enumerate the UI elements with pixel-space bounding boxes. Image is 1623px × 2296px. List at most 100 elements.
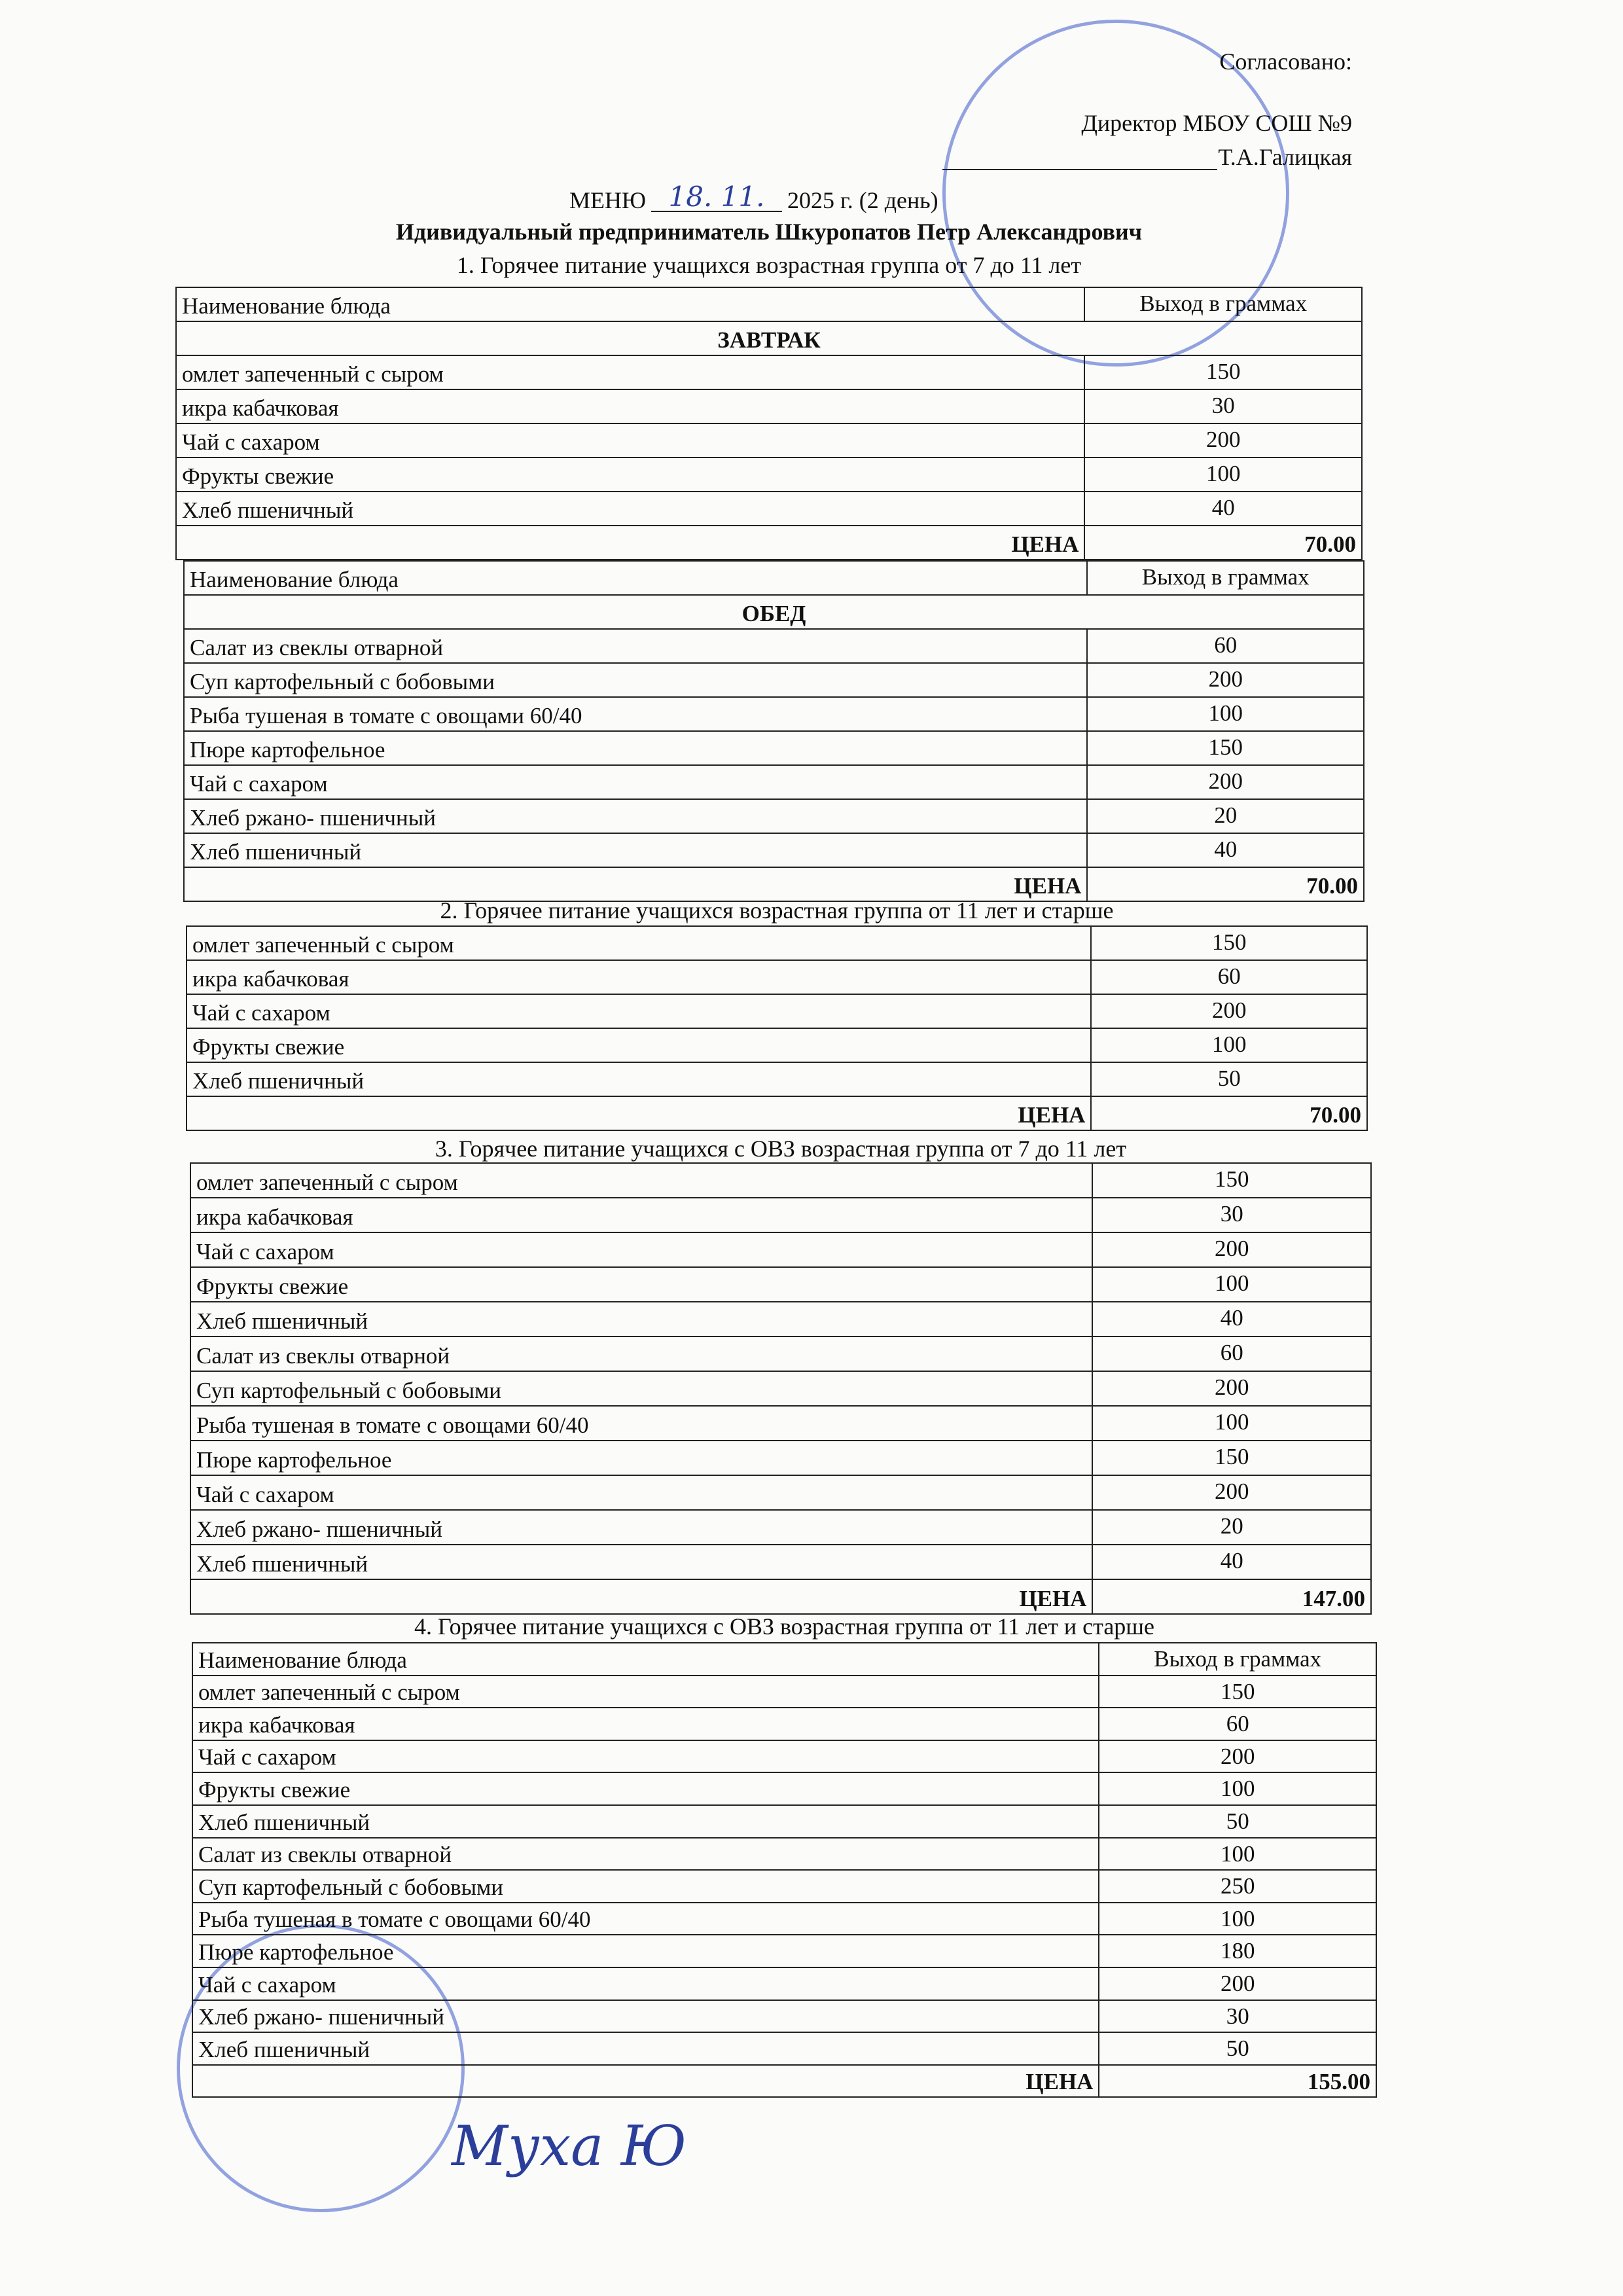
dish-row: омлет запеченный с сыром 150: [191, 1164, 1372, 1198]
price-value: 70.00: [1088, 868, 1364, 902]
dish-name: Хлеб ржано- пшеничный: [185, 800, 1088, 834]
dish-weight: 30: [1099, 2000, 1377, 2034]
section-caption: 3. Горячее питание учащихся с ОВЗ возрас…: [435, 1136, 1127, 1162]
dish-weight: 100: [1088, 698, 1364, 732]
dish-weight: 60: [1093, 1337, 1372, 1372]
dish-weight: 100: [1099, 1773, 1377, 1806]
dish-weight: 200: [1093, 1372, 1372, 1407]
dish-weight: 200: [1092, 995, 1368, 1029]
dish-name: Фрукты свежие: [177, 458, 1086, 492]
dish-row: Фрукты свежие 100: [191, 1268, 1372, 1302]
dish-weight: 100: [1093, 1407, 1372, 1441]
dish-weight: 150: [1085, 356, 1363, 390]
section-caption: 1. Горячее питание учащихся возрастная г…: [456, 252, 1082, 278]
dish-name: Чай с сахаром: [191, 1476, 1094, 1511]
dish-weight: 50: [1099, 2033, 1377, 2066]
dish-name: Хлеб пшеничный: [193, 2033, 1100, 2066]
dish-weight: 40: [1085, 492, 1363, 526]
dish-row: икра кабачковая 60: [187, 961, 1368, 995]
dish-row: Чай с сахаром 200: [193, 1967, 1377, 2001]
dish-weight: 200: [1088, 664, 1364, 698]
dish-name: икра кабачковая: [193, 1708, 1100, 1741]
dish-row: икра кабачковая 60: [193, 1708, 1377, 1741]
dish-row: Рыба тушеная в томате с овощами 60/40 100: [193, 1903, 1377, 1936]
meal-name: ЗАВТРАК: [177, 322, 1363, 356]
dish-name: Пюре картофельное: [193, 1935, 1100, 1968]
dish-row: Хлеб пшеничный 40: [185, 834, 1364, 868]
dish-weight: 250: [1099, 1871, 1377, 1903]
title-prefix: МЕНЮ: [569, 187, 646, 213]
price-label: ЦЕНА: [193, 2065, 1100, 2098]
dish-name: Хлеб ржано- пшеничный: [193, 2000, 1100, 2034]
section-caption: 2. Горячее питание учащихся возрастная г…: [440, 897, 1114, 924]
dish-weight: 100: [1093, 1268, 1372, 1302]
header-cell: Выход в граммах: [1099, 1643, 1377, 1676]
price-value: 155.00: [1099, 2065, 1377, 2098]
dish-weight: 40: [1088, 834, 1364, 868]
dish-weight: 60: [1099, 1708, 1377, 1741]
dish-weight: 200: [1093, 1476, 1372, 1511]
dish-row: Салат из свеклы отварной 60: [191, 1337, 1372, 1372]
dish-weight: 60: [1092, 961, 1368, 995]
approval-position: Директор МБОУ СОШ №9: [1081, 110, 1352, 136]
header-cell: Выход в граммах: [1088, 562, 1364, 596]
dish-name: омлет запеченный с сыром: [193, 1676, 1100, 1709]
dish-name: Рыба тушеная в томате с овощами 60/40: [185, 698, 1088, 732]
dish-weight: 150: [1092, 927, 1368, 961]
dish-row: Пюре картофельное 150: [191, 1441, 1372, 1476]
header-row: Наименование блюда Выход в граммах: [177, 288, 1363, 322]
dish-name: икра кабачковая: [187, 961, 1092, 995]
section-caption: 4. Горячее питание учащихся с ОВЗ возрас…: [414, 1613, 1154, 1640]
menu-table: Наименование блюда Выход в граммах ОБЕД Сал…: [183, 560, 1364, 902]
dish-name: Салат из свеклы отварной: [185, 630, 1088, 664]
dish-weight: 150: [1099, 1676, 1377, 1709]
dish-row: икра кабачковая 30: [177, 390, 1363, 424]
dish-name: Суп картофельный с бобовыми: [193, 1871, 1100, 1903]
dish-weight: 30: [1093, 1198, 1372, 1233]
dish-row: Хлеб пшеничный 40: [177, 492, 1363, 526]
dish-weight: 200: [1093, 1233, 1372, 1268]
price-row: ЦЕНА 147.00: [191, 1580, 1372, 1615]
price-label: ЦЕНА: [185, 868, 1088, 902]
dish-row: Хлеб пшеничный 40: [191, 1302, 1372, 1337]
menu-table: Наименование блюда Выход в граммах омлет з…: [192, 1642, 1377, 2098]
dish-row: Хлеб ржано- пшеничный 30: [193, 2000, 1377, 2034]
dish-name: Фрукты свежие: [191, 1268, 1094, 1302]
dish-name: Чай с сахаром: [193, 1967, 1100, 2001]
dish-name: Чай с сахаром: [193, 1740, 1100, 1774]
dish-row: Чай с сахаром 200: [191, 1476, 1372, 1511]
dish-weight: 20: [1088, 800, 1364, 834]
header-cell: Наименование блюда: [193, 1643, 1100, 1676]
dish-name: Чай с сахаром: [187, 995, 1092, 1029]
dish-name: икра кабачковая: [191, 1198, 1094, 1233]
dish-row: Чай с сахаром 200: [177, 424, 1363, 458]
dish-name: омлет запеченный с сыром: [187, 927, 1092, 961]
signature-line: [942, 169, 1217, 170]
price-row: ЦЕНА 155.00: [193, 2065, 1377, 2098]
dish-row: омлет запеченный с сыром 150: [187, 927, 1368, 961]
dish-weight: 100: [1099, 1838, 1377, 1871]
dish-row: Фрукты свежие 100: [187, 1029, 1368, 1063]
dish-row: Пюре картофельное 180: [193, 1935, 1377, 1968]
dish-name: Салат из свеклы отварной: [191, 1337, 1094, 1372]
dish-weight: 200: [1099, 1967, 1377, 2001]
dish-weight: 200: [1088, 766, 1364, 800]
header-row: Наименование блюда Выход в граммах: [185, 562, 1364, 596]
header-cell: Наименование блюда: [177, 288, 1086, 322]
title-date: 18. 11.: [651, 183, 782, 212]
dish-row: Хлеб ржано- пшеничный 20: [191, 1511, 1372, 1545]
dish-weight: 150: [1093, 1441, 1372, 1476]
meal-name: ОБЕД: [185, 596, 1364, 630]
dish-row: Фрукты свежие 100: [193, 1773, 1377, 1806]
dish-row: омлет запеченный с сыром 150: [177, 356, 1363, 390]
header-row: Наименование блюда Выход в граммах: [193, 1643, 1377, 1676]
dish-row: Рыба тушеная в томате с овощами 60/40 100: [185, 698, 1364, 732]
dish-name: Чай с сахаром: [177, 424, 1086, 458]
price-row: ЦЕНА 70.00: [187, 1097, 1368, 1131]
dish-weight: 150: [1088, 732, 1364, 766]
dish-weight: 40: [1093, 1302, 1372, 1337]
dish-name: Хлеб пшеничный: [187, 1063, 1092, 1097]
price-label: ЦЕНА: [191, 1580, 1094, 1615]
dish-row: икра кабачковая 30: [191, 1198, 1372, 1233]
